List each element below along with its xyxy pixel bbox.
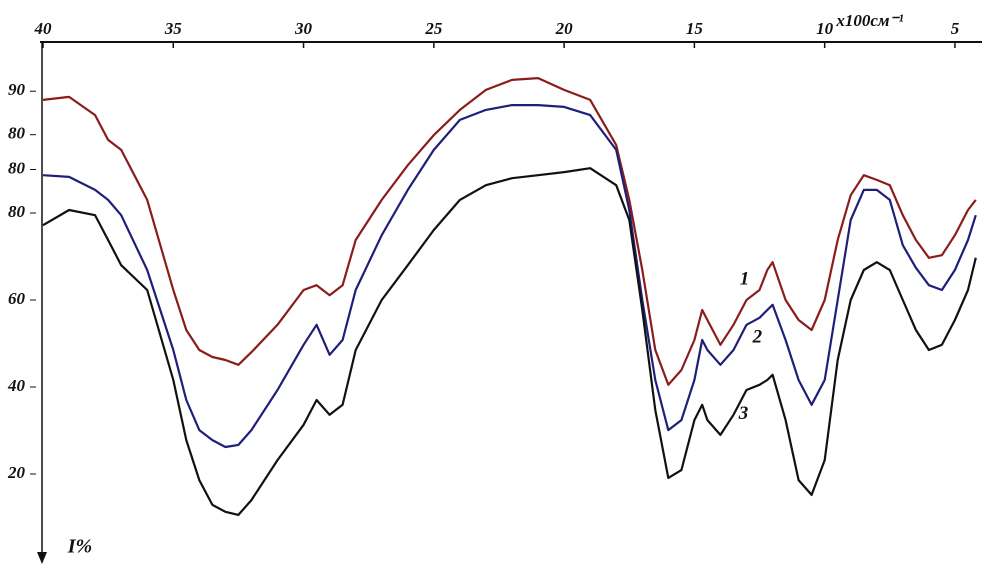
x-tick-label: 40 (34, 19, 53, 38)
y-tick-label: 80 (8, 202, 26, 221)
x-tick-label: 15 (686, 19, 704, 38)
series-label: 3 (738, 403, 749, 424)
series-label: 1 (740, 269, 750, 290)
y-tick-label: 90 (8, 80, 26, 99)
y-tick-label: 60 (8, 289, 26, 308)
x-tick-label: 5 (951, 19, 960, 38)
series-line (42, 104, 977, 449)
series-label: 2 (752, 326, 763, 347)
x-tick-label: 10 (816, 19, 834, 38)
y-tick-label: 20 (7, 463, 26, 482)
x-axis-label: x100см⁻¹ (835, 11, 903, 30)
series-line (42, 77, 977, 386)
y-tick-label: 40 (7, 376, 26, 395)
x-tick-label: 20 (555, 19, 574, 38)
x-tick-label: 25 (424, 19, 443, 38)
x-tick-label: 30 (294, 19, 313, 38)
y-axis-arrow (37, 552, 47, 564)
y-tick-label: 80 (8, 158, 26, 177)
y-axis-label: I% (67, 536, 92, 558)
y-tick-label: 80 (8, 124, 26, 143)
series-line (42, 167, 977, 516)
x-tick-label: 35 (164, 19, 183, 38)
